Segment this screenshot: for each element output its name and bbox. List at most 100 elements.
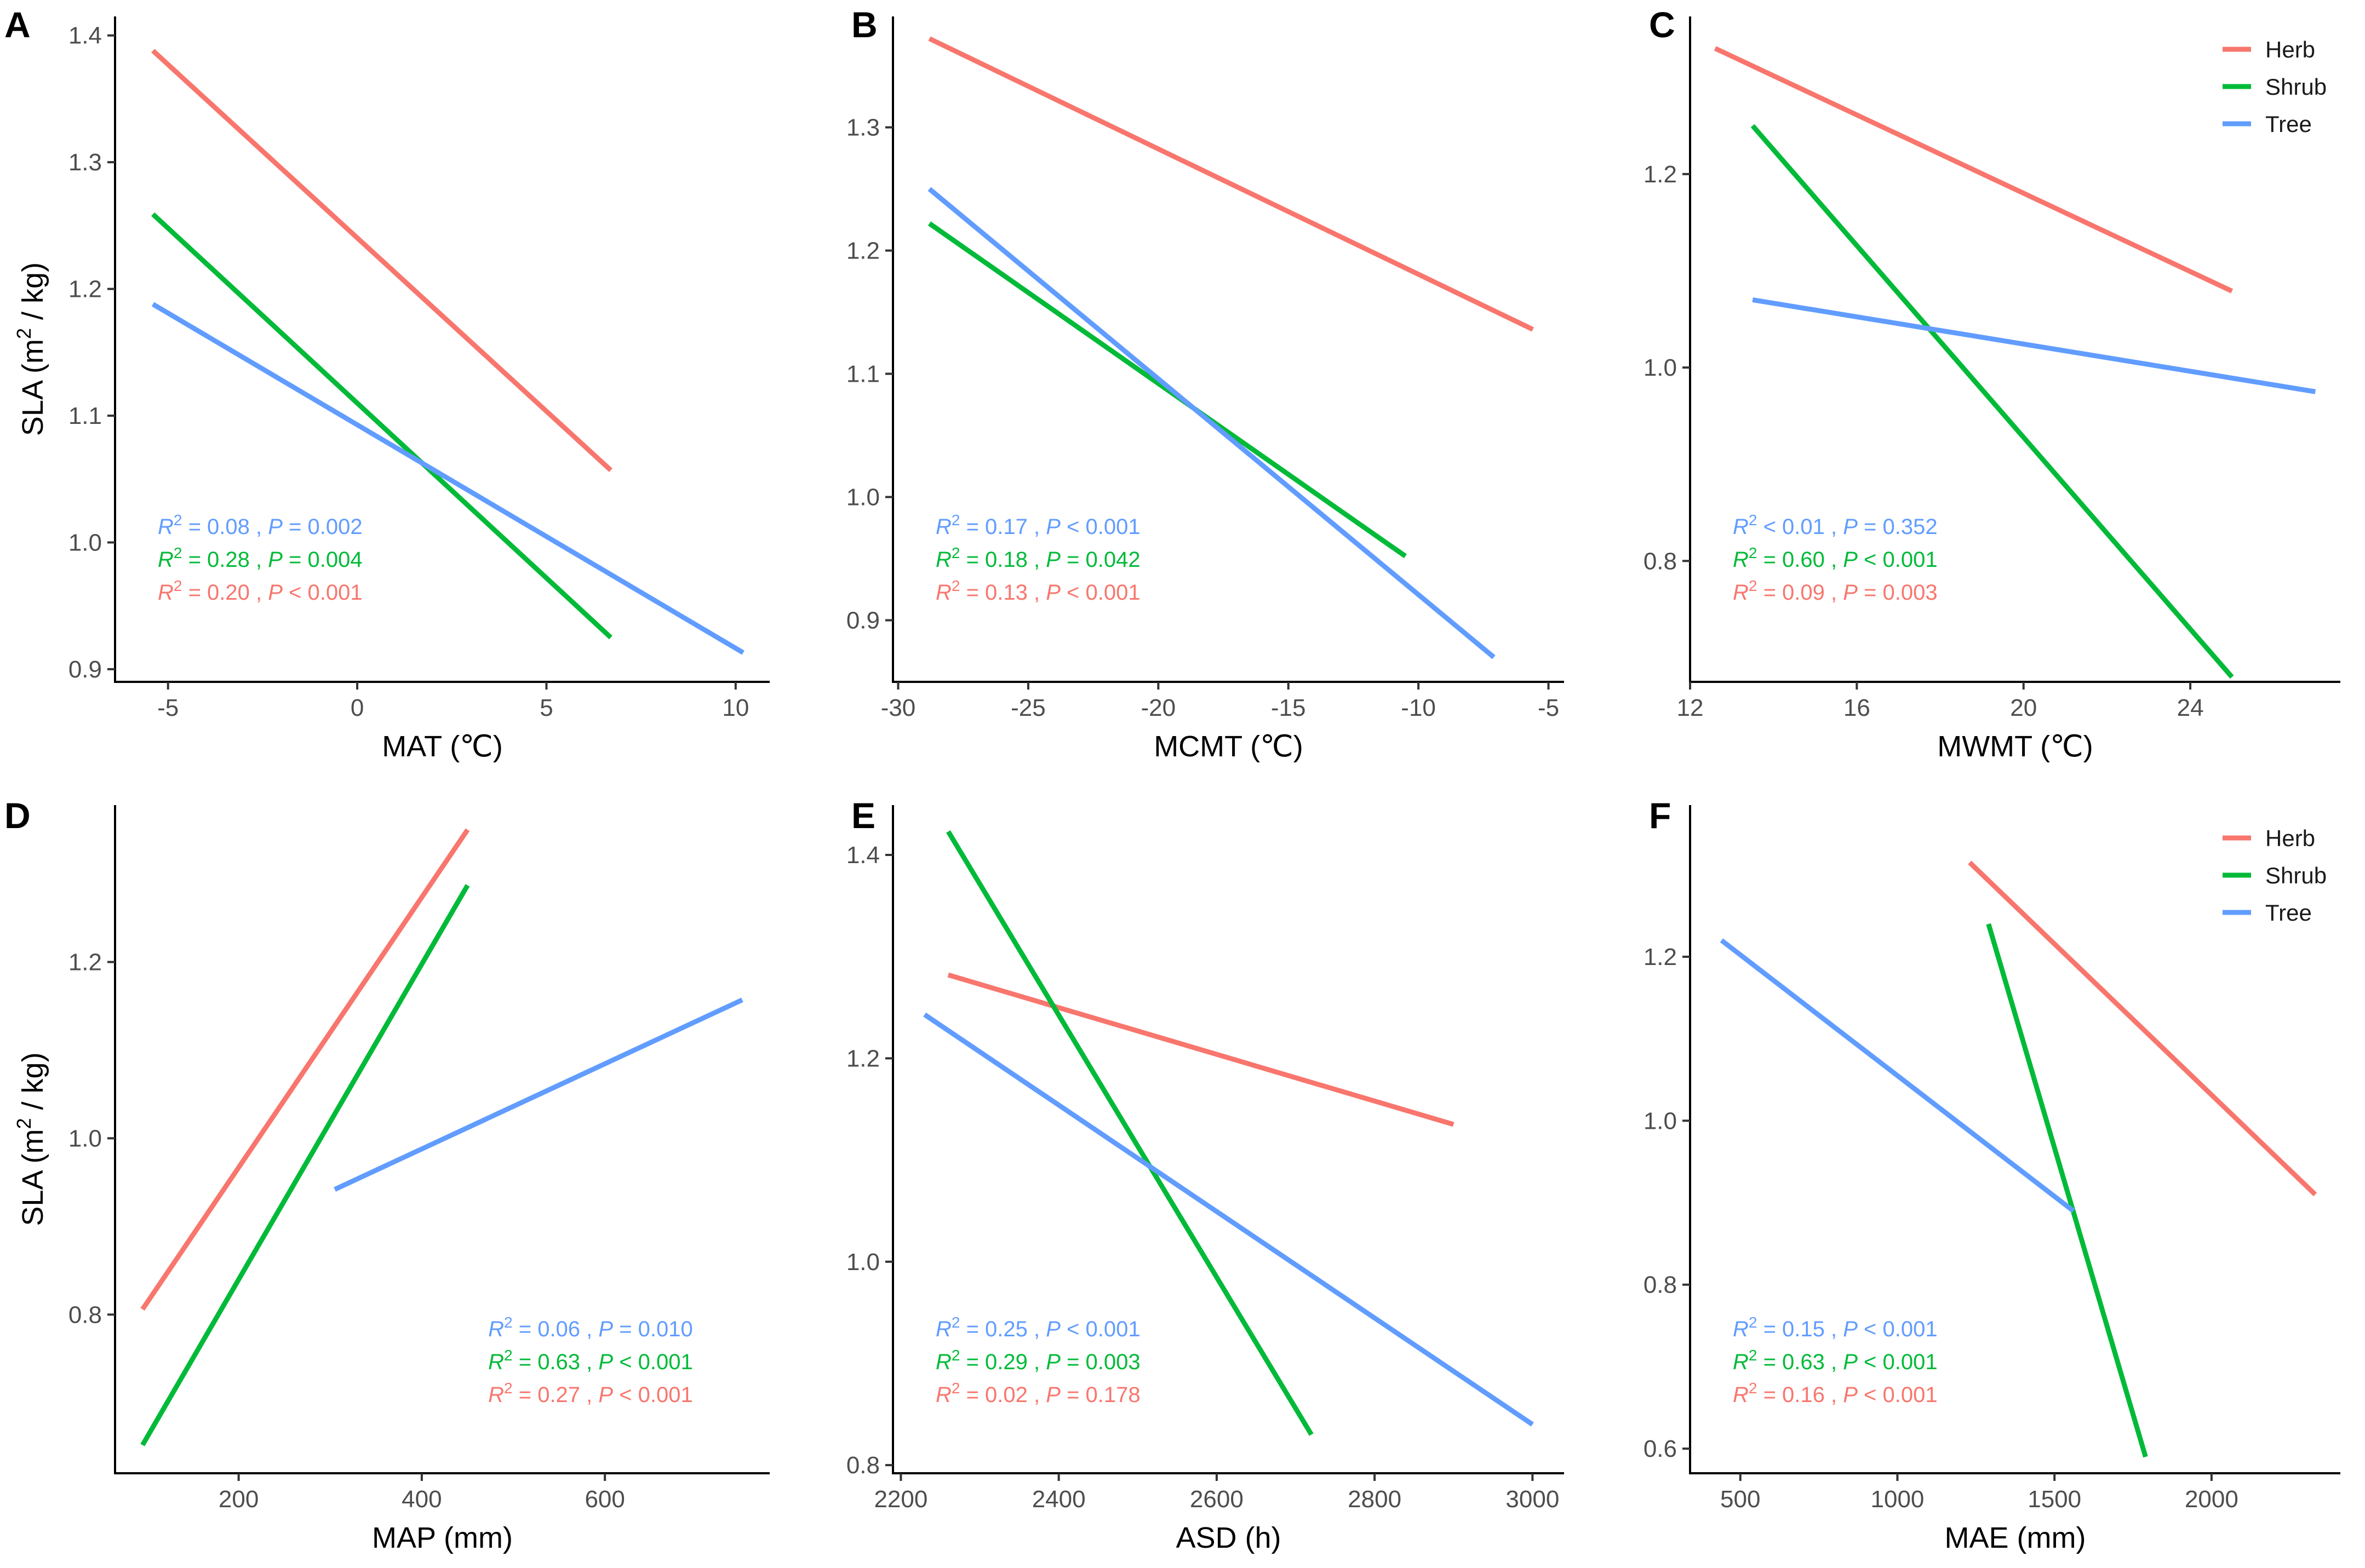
y-axis-title: SLA (m2 / kg) [13,262,49,436]
series-line-herb [1714,46,2234,294]
series-line-herb [947,972,1454,1127]
stat-tree: R2 = 0.25 , P < 0.001 [936,1314,1141,1341]
x-tick-label: -15 [1271,694,1306,721]
y-tick-label: 1.1 [68,403,102,429]
y-tick-label: 1.0 [68,1125,102,1152]
series-line-herb [140,828,470,1311]
panel-label: D [4,795,31,836]
series-line-herb [1968,860,2317,1197]
y-axis-title: SLA (m2 / kg) [13,1052,49,1226]
series-line-tree [923,1012,1534,1427]
x-tick-label: 2600 [1190,1486,1244,1513]
x-tick-label: 24 [2177,694,2204,721]
stat-shrub: R2 = 0.60 , P < 0.001 [1733,544,1938,572]
x-axis-title: MAE (mm) [1945,1521,2086,1554]
stat-tree: R2 = 0.17 , P < 0.001 [936,512,1141,539]
y-tick-label: 0.8 [68,1301,102,1328]
series-line-herb [151,49,612,472]
legend-label-shrub: Shrub [2265,74,2327,100]
x-tick-label: -30 [881,694,916,721]
stat-tree: R2 = 0.06 , P = 0.010 [488,1314,693,1341]
y-tick-label: 0.8 [1644,1272,1677,1299]
series-line-tree [151,302,745,655]
y-tick-label: 1.1 [846,361,880,388]
x-tick-label: -10 [1401,694,1436,721]
x-tick-label: 10 [722,694,749,721]
panel-F: F 0.6 0.8 1.0 1.2 500 1000 1500 2000 MAE (mm) R2 =… [1644,795,2340,1554]
y-tick-label: 1.2 [1644,944,1677,970]
stat-tree: R2 = 0.08 , P = 0.002 [158,512,363,539]
stat-shrub: R2 = 0.63 , P < 0.001 [488,1347,693,1374]
x-tick-label: 0 [351,694,364,721]
panel-A: A 0.9 1.0 1.1 1.2 1.3 1.4 -5 0 5 10 MAT (℃) SLA (m2 … [4,4,770,763]
stat-shrub: R2 = 0.29 , P = 0.003 [936,1347,1141,1374]
stat-herb: R2 = 0.13 , P < 0.001 [936,577,1141,605]
x-tick-label: 600 [585,1486,625,1513]
series-line-shrub [1986,923,2148,1458]
y-tick-label: 1.2 [1644,161,1677,188]
panel-B: B 0.9 1.0 1.1 1.2 1.3 -30 -25 -20 -15 -10 -5 MCMT (℃… [846,4,1564,763]
y-tick-label: 0.8 [1644,548,1677,575]
x-axis-title: ASD (h) [1176,1521,1281,1554]
stat-tree: R2 = 0.15 , P < 0.001 [1733,1314,1938,1341]
x-axis-title: MAP (mm) [372,1521,513,1554]
panel-label: F [1649,795,1671,836]
legend-label-herb: Herb [2265,37,2315,62]
y-tick-label: 1.3 [846,114,880,141]
x-tick-label: 400 [402,1486,442,1513]
panel-C: C 0.8 1.0 1.2 12 16 20 24 MWMT (℃) R2 < 0.01 , P … [1644,4,2340,763]
panel-D: D 0.8 1.0 1.2 200 400 600 MAP (mm) SLA (m2 / kg)… [4,795,770,1554]
x-tick-label: -20 [1141,694,1176,721]
y-tick-label: 1.2 [68,949,102,975]
stat-herb: R2 = 0.09 , P = 0.003 [1733,577,1938,605]
x-axis-title: MWMT (℃) [1937,730,2093,763]
x-tick-label: 5 [540,694,553,721]
stat-herb: R2 = 0.02 , P = 0.178 [936,1380,1141,1407]
stat-shrub: R2 = 0.63 , P < 0.001 [1733,1347,1938,1374]
series-line-tree [334,997,743,1192]
x-tick-label: 1000 [1871,1486,1925,1513]
y-tick-label: 1.3 [68,149,102,176]
series-line-shrub [946,830,1314,1436]
y-tick-label: 1.0 [846,484,880,511]
stat-shrub: R2 = 0.28 , P = 0.004 [158,544,363,572]
panel-label: B [851,4,878,45]
series-line-tree [1752,297,2316,394]
x-tick-label: 2200 [874,1486,927,1513]
stat-shrub: R2 = 0.18 , P = 0.042 [936,544,1141,572]
stat-herb: R2 = 0.16 , P < 0.001 [1733,1380,1938,1407]
y-tick-label: 0.8 [846,1452,880,1479]
series-line-shrub [140,884,470,1446]
y-tick-label: 1.2 [68,276,102,303]
y-tick-label: 1.2 [846,238,880,265]
panel-label: C [1649,4,1675,45]
x-axis-title: MCMT (℃) [1154,730,1303,763]
series-line-herb [928,36,1534,332]
x-tick-label: 16 [1843,694,1870,721]
x-tick-label: 2400 [1032,1486,1086,1513]
x-tick-label: 1500 [2028,1486,2081,1513]
y-tick-label: 0.9 [846,607,880,634]
y-tick-label: 1.0 [846,1249,880,1276]
x-tick-label: 2800 [1348,1486,1401,1513]
legend-label-shrub: Shrub [2265,863,2327,888]
x-tick-label: 3000 [1505,1486,1559,1513]
series-line-tree [927,187,1496,659]
y-tick-label: 1.4 [846,842,880,869]
x-tick-label: 20 [2010,694,2037,721]
legend-label-herb: Herb [2265,825,2315,851]
stat-herb: R2 = 0.27 , P < 0.001 [488,1380,693,1407]
y-tick-label: 1.2 [846,1045,880,1072]
series-line-shrub [151,212,612,640]
series-line-shrub [1750,124,2234,679]
x-tick-label: 500 [1720,1486,1760,1513]
x-tick-label: 2000 [2185,1486,2238,1513]
y-tick-label: 1.4 [68,22,102,49]
x-tick-label: -25 [1011,694,1046,721]
y-tick-label: 1.0 [68,529,102,556]
stat-tree: R2 < 0.01 , P = 0.352 [1733,512,1938,539]
x-tick-label: -5 [157,694,179,721]
series-line-tree [1720,938,2075,1213]
y-tick-label: 1.0 [1644,354,1677,381]
